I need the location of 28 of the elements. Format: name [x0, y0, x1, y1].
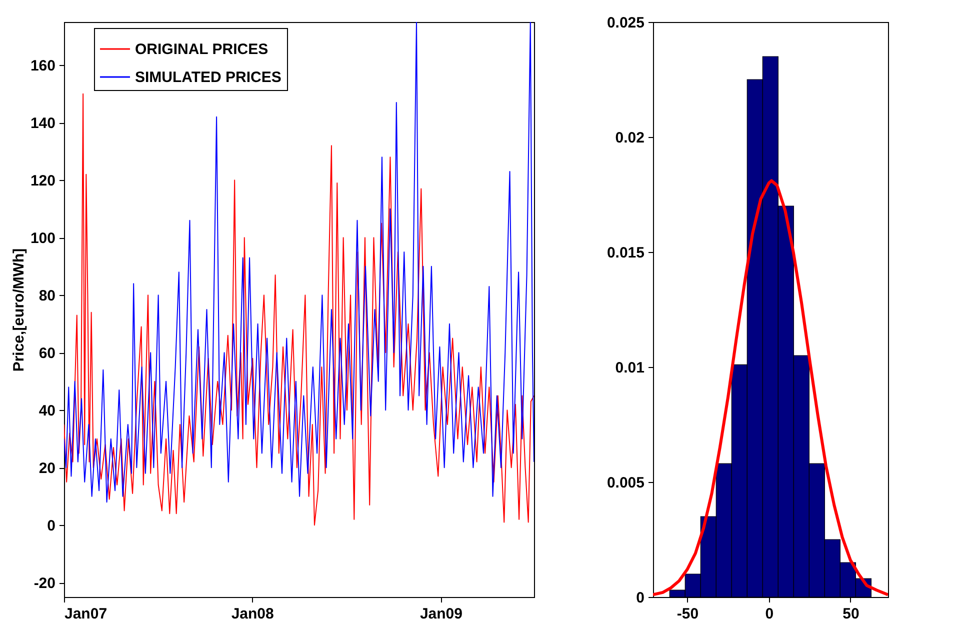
legend-label: ORIGINAL PRICES	[135, 41, 268, 58]
y-tick-label: 0.025	[606, 14, 644, 32]
y-tick-label: 0.005	[606, 474, 644, 492]
x-tick-label: Jan09	[420, 606, 462, 622]
y-tick-label: -20	[34, 575, 56, 592]
x-tick-label: 0	[765, 606, 774, 622]
y-tick-label: 20	[38, 460, 56, 478]
legend-label: SIMULATED PRICES	[135, 69, 282, 86]
y-tick-label: 0.01	[615, 360, 644, 376]
y-axis-title: Price,[euro/MWh]	[10, 248, 28, 372]
line-series	[64, 93, 534, 526]
x-tick-label: 50	[842, 606, 860, 622]
y-tick-label: 160	[30, 58, 56, 75]
y-tick-label: 40	[38, 402, 56, 420]
y-tick-label: 0	[636, 590, 644, 606]
y-tick-label: 140	[30, 115, 56, 132]
y-tick-label: 0	[47, 518, 56, 535]
x-tick-label: Jan08	[231, 606, 274, 622]
y-tick-label: 80	[38, 288, 56, 305]
x-tick-label: -50	[676, 606, 699, 622]
y-tick-label: 0.015	[606, 244, 644, 262]
y-tick-label: 120	[30, 172, 56, 190]
x-tick-label: Jan07	[64, 606, 108, 622]
y-tick-label: 60	[38, 345, 56, 362]
line-series	[653, 179, 888, 596]
y-tick-label: 0.02	[615, 130, 644, 146]
line-series	[64, 22, 534, 503]
y-tick-label: 100	[30, 230, 56, 248]
